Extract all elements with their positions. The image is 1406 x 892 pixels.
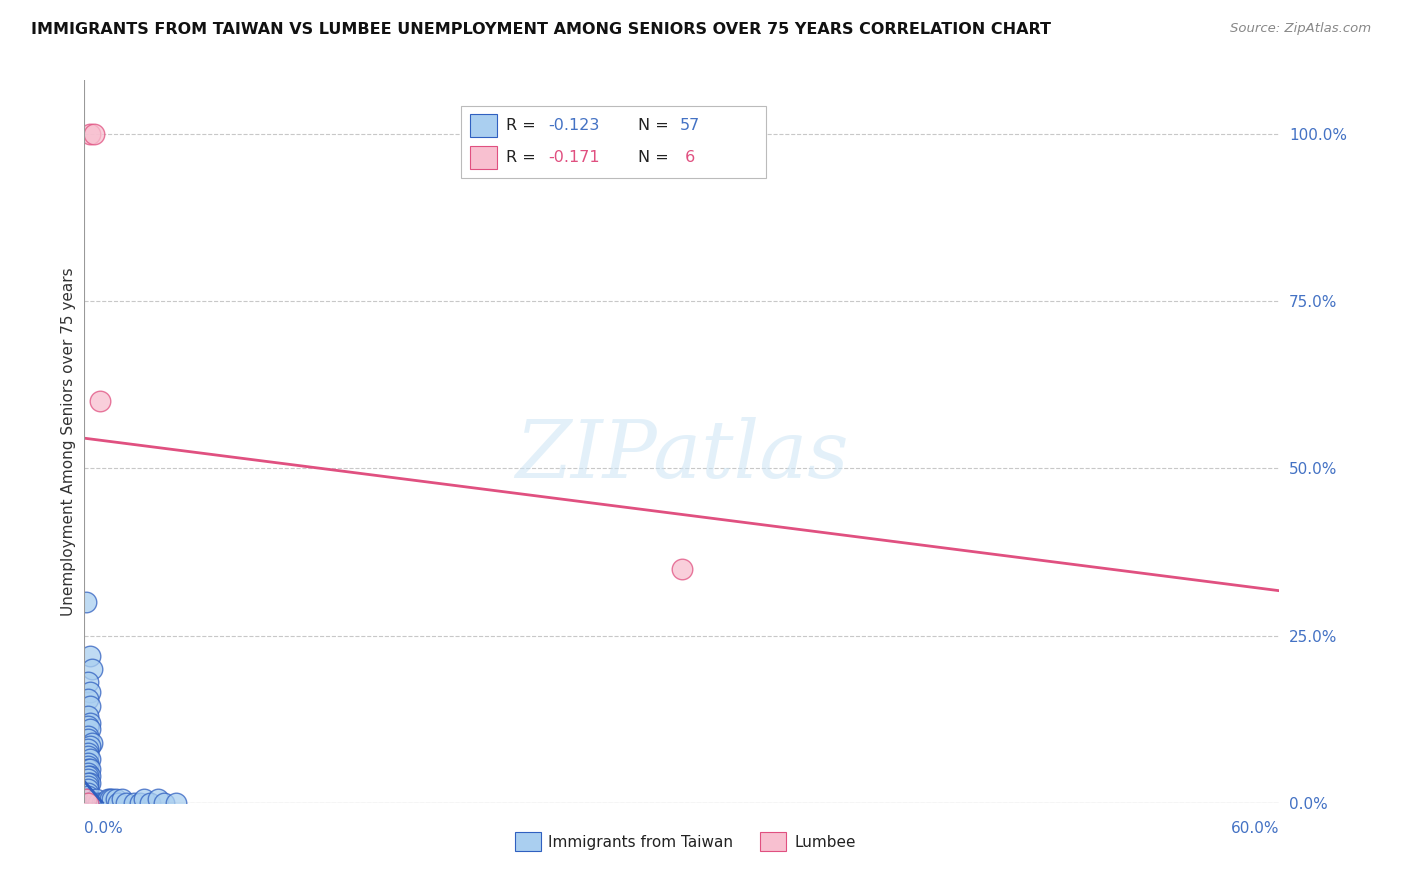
Point — [77, 772, 100, 787]
Text: R =: R = — [506, 150, 541, 165]
Point — [79, 698, 101, 713]
Point — [86, 792, 108, 806]
Text: IMMIGRANTS FROM TAIWAN VS LUMBEE UNEMPLOYMENT AMONG SENIORS OVER 75 YEARS CORREL: IMMIGRANTS FROM TAIWAN VS LUMBEE UNEMPLO… — [31, 22, 1050, 37]
Point — [87, 796, 110, 810]
Point — [89, 394, 111, 409]
Text: ZIPatlas: ZIPatlas — [515, 417, 849, 495]
Point — [98, 792, 121, 806]
Point — [86, 796, 108, 810]
Point — [77, 708, 100, 723]
Point — [79, 796, 101, 810]
Point — [77, 782, 100, 797]
Text: Source: ZipAtlas.com: Source: ZipAtlas.com — [1230, 22, 1371, 36]
Point — [107, 796, 129, 810]
Point — [77, 776, 100, 790]
Point — [129, 796, 152, 810]
Point — [101, 792, 124, 806]
Point — [77, 732, 100, 747]
Point — [671, 562, 693, 576]
Point — [97, 792, 120, 806]
Y-axis label: Unemployment Among Seniors over 75 years: Unemployment Among Seniors over 75 years — [60, 268, 76, 615]
Point — [77, 746, 100, 760]
Point — [82, 735, 104, 749]
Point — [132, 792, 156, 806]
Point — [77, 749, 100, 764]
Point — [111, 792, 134, 806]
Text: 6: 6 — [679, 150, 695, 165]
FancyBboxPatch shape — [759, 832, 786, 851]
FancyBboxPatch shape — [471, 146, 496, 169]
FancyBboxPatch shape — [515, 832, 541, 851]
Point — [96, 796, 118, 810]
Point — [79, 752, 101, 766]
Text: Lumbee: Lumbee — [794, 835, 856, 850]
Point — [77, 729, 100, 743]
Point — [139, 796, 162, 810]
Point — [77, 759, 100, 773]
Point — [93, 796, 115, 810]
Text: 57: 57 — [679, 119, 700, 133]
Point — [83, 796, 105, 810]
Text: R =: R = — [506, 119, 541, 133]
Point — [75, 595, 97, 609]
Point — [77, 792, 100, 806]
Point — [77, 779, 100, 793]
Point — [77, 756, 100, 770]
Text: Immigrants from Taiwan: Immigrants from Taiwan — [548, 835, 733, 850]
Point — [77, 765, 100, 780]
Point — [77, 796, 100, 810]
Text: -0.123: -0.123 — [548, 119, 599, 133]
Point — [77, 692, 100, 706]
Point — [79, 723, 101, 737]
Point — [77, 769, 100, 783]
Point — [79, 762, 101, 776]
Point — [79, 715, 101, 730]
Point — [75, 792, 97, 806]
Point — [77, 762, 100, 776]
Point — [79, 127, 101, 141]
Point — [91, 796, 114, 810]
Point — [77, 675, 100, 690]
Text: N =: N = — [638, 119, 673, 133]
Point — [122, 796, 145, 810]
Point — [77, 789, 100, 804]
Point — [153, 796, 176, 810]
Point — [83, 127, 105, 141]
Text: 0.0%: 0.0% — [84, 821, 124, 836]
Point — [79, 769, 101, 783]
Point — [79, 739, 101, 753]
Point — [77, 742, 100, 756]
Point — [79, 685, 101, 699]
Point — [82, 662, 104, 676]
FancyBboxPatch shape — [461, 105, 766, 178]
Point — [146, 792, 169, 806]
Point — [77, 786, 100, 800]
Point — [115, 796, 138, 810]
Text: -0.171: -0.171 — [548, 150, 600, 165]
FancyBboxPatch shape — [471, 114, 496, 137]
Point — [105, 792, 128, 806]
Text: 60.0%: 60.0% — [1232, 821, 1279, 836]
Point — [79, 776, 101, 790]
Text: N =: N = — [638, 150, 673, 165]
Point — [79, 648, 101, 663]
Point — [77, 796, 100, 810]
Point — [165, 796, 187, 810]
Point — [77, 719, 100, 733]
